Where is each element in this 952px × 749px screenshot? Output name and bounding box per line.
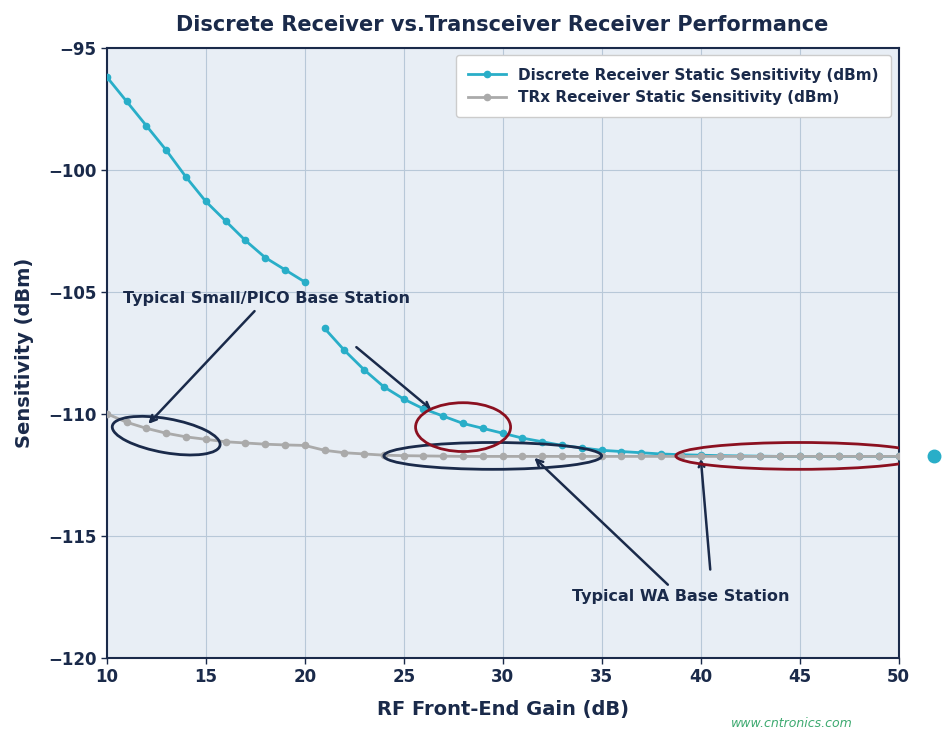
TRx Receiver Static Sensitivity (dBm) bbox=[141, 424, 152, 433]
TRx Receiver Static Sensitivity (dBm) bbox=[655, 452, 666, 461]
Line: TRx Receiver Static Sensitivity (dBm): TRx Receiver Static Sensitivity (dBm) bbox=[104, 410, 901, 460]
Text: Typical WA Base Station: Typical WA Base Station bbox=[536, 460, 788, 604]
Discrete Receiver Static Sensitivity (dBm) bbox=[121, 97, 132, 106]
Discrete Receiver Static Sensitivity (dBm) bbox=[279, 265, 290, 274]
TRx Receiver Static Sensitivity (dBm) bbox=[299, 441, 310, 450]
Discrete Receiver Static Sensitivity (dBm) bbox=[180, 172, 191, 181]
Line: Discrete Receiver Static Sensitivity (dBm): Discrete Receiver Static Sensitivity (dB… bbox=[104, 74, 307, 285]
TRx Receiver Static Sensitivity (dBm) bbox=[694, 452, 705, 461]
TRx Receiver Static Sensitivity (dBm) bbox=[457, 452, 468, 461]
Discrete Receiver Static Sensitivity (dBm) bbox=[160, 145, 171, 154]
TRx Receiver Static Sensitivity (dBm) bbox=[892, 452, 903, 461]
TRx Receiver Static Sensitivity (dBm) bbox=[813, 452, 824, 461]
X-axis label: RF Front-End Gain (dB): RF Front-End Gain (dB) bbox=[376, 700, 628, 719]
Discrete Receiver Static Sensitivity (dBm) bbox=[239, 236, 250, 245]
TRx Receiver Static Sensitivity (dBm) bbox=[833, 452, 844, 461]
TRx Receiver Static Sensitivity (dBm) bbox=[576, 452, 587, 461]
TRx Receiver Static Sensitivity (dBm) bbox=[279, 440, 290, 449]
TRx Receiver Static Sensitivity (dBm) bbox=[734, 452, 745, 461]
TRx Receiver Static Sensitivity (dBm) bbox=[635, 452, 646, 461]
TRx Receiver Static Sensitivity (dBm) bbox=[417, 452, 428, 461]
Discrete Receiver Static Sensitivity (dBm) bbox=[141, 121, 152, 130]
Discrete Receiver Static Sensitivity (dBm) bbox=[101, 73, 112, 82]
Discrete Receiver Static Sensitivity (dBm) bbox=[220, 216, 231, 225]
TRx Receiver Static Sensitivity (dBm) bbox=[398, 451, 409, 460]
TRx Receiver Static Sensitivity (dBm) bbox=[496, 452, 507, 461]
TRx Receiver Static Sensitivity (dBm) bbox=[220, 437, 231, 446]
TRx Receiver Static Sensitivity (dBm) bbox=[793, 452, 804, 461]
Text: www.cntronics.com: www.cntronics.com bbox=[730, 718, 852, 730]
TRx Receiver Static Sensitivity (dBm) bbox=[516, 452, 527, 461]
TRx Receiver Static Sensitivity (dBm) bbox=[615, 452, 626, 461]
Discrete Receiver Static Sensitivity (dBm) bbox=[299, 277, 310, 286]
Y-axis label: Sensitivity (dBm): Sensitivity (dBm) bbox=[15, 258, 34, 448]
TRx Receiver Static Sensitivity (dBm) bbox=[773, 452, 784, 461]
TRx Receiver Static Sensitivity (dBm) bbox=[200, 435, 211, 444]
TRx Receiver Static Sensitivity (dBm) bbox=[180, 432, 191, 441]
Text: Typical Small/PICO Base Station: Typical Small/PICO Base Station bbox=[123, 291, 409, 422]
TRx Receiver Static Sensitivity (dBm) bbox=[556, 452, 567, 461]
TRx Receiver Static Sensitivity (dBm) bbox=[378, 451, 389, 460]
TRx Receiver Static Sensitivity (dBm) bbox=[101, 409, 112, 418]
TRx Receiver Static Sensitivity (dBm) bbox=[536, 452, 547, 461]
TRx Receiver Static Sensitivity (dBm) bbox=[714, 452, 725, 461]
Legend: Discrete Receiver Static Sensitivity (dBm), TRx Receiver Static Sensitivity (dBm: Discrete Receiver Static Sensitivity (dB… bbox=[455, 55, 890, 118]
TRx Receiver Static Sensitivity (dBm) bbox=[358, 449, 369, 458]
TRx Receiver Static Sensitivity (dBm) bbox=[852, 452, 863, 461]
TRx Receiver Static Sensitivity (dBm) bbox=[160, 428, 171, 437]
Discrete Receiver Static Sensitivity (dBm) bbox=[259, 253, 270, 262]
TRx Receiver Static Sensitivity (dBm) bbox=[338, 448, 349, 457]
TRx Receiver Static Sensitivity (dBm) bbox=[259, 440, 270, 449]
TRx Receiver Static Sensitivity (dBm) bbox=[477, 452, 488, 461]
TRx Receiver Static Sensitivity (dBm) bbox=[437, 452, 448, 461]
TRx Receiver Static Sensitivity (dBm) bbox=[674, 452, 685, 461]
TRx Receiver Static Sensitivity (dBm) bbox=[753, 452, 764, 461]
Discrete Receiver Static Sensitivity (dBm) bbox=[200, 197, 211, 206]
TRx Receiver Static Sensitivity (dBm) bbox=[595, 452, 606, 461]
Title: Discrete Receiver vs.Transceiver Receiver Performance: Discrete Receiver vs.Transceiver Receive… bbox=[176, 15, 828, 35]
TRx Receiver Static Sensitivity (dBm) bbox=[872, 452, 883, 461]
TRx Receiver Static Sensitivity (dBm) bbox=[239, 438, 250, 447]
TRx Receiver Static Sensitivity (dBm) bbox=[319, 446, 330, 455]
TRx Receiver Static Sensitivity (dBm) bbox=[121, 418, 132, 427]
